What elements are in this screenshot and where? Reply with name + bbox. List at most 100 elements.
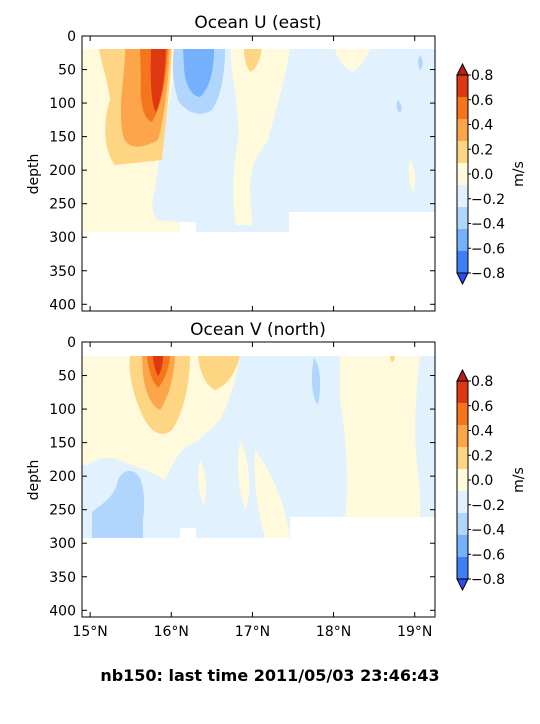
y-tick-label: 0 <box>67 29 76 45</box>
colorbar-tick-label: 0.6 <box>471 399 493 415</box>
axes-frame <box>81 35 436 312</box>
colorbar-tick-label: −0.2 <box>471 192 505 208</box>
y-tick-label: 300 <box>49 536 76 552</box>
contour-field <box>82 49 435 232</box>
y-tick-label: 350 <box>49 264 76 280</box>
contour-fill-blue-small <box>396 100 402 113</box>
colorbar-level <box>457 141 468 163</box>
colorbar-tick-label: −0.4 <box>471 217 505 233</box>
contour-fill-pale-yellow-b <box>197 460 207 505</box>
figure-footer-title: nb150: last time 2011/05/03 23:46:43 <box>100 666 440 685</box>
x-tick-label: 17°N <box>235 624 270 640</box>
colorbar-level <box>457 163 468 185</box>
colorbar-level <box>457 207 468 229</box>
colorbar-extend-min <box>456 578 469 592</box>
y-tick-label: 300 <box>49 230 76 246</box>
y-axis: 0 50 100 150 200 250 300 350 400 <box>49 335 435 619</box>
axes-frame <box>81 341 436 618</box>
colorbar-level <box>457 513 468 535</box>
y-tick-label: 50 <box>58 63 76 79</box>
contour-fill-pale-yellow-right <box>340 356 421 517</box>
y-tick-label: 50 <box>58 369 76 385</box>
contour-fill-pale-yellow-3 <box>335 49 370 72</box>
contour-fill-blue-center <box>311 358 321 405</box>
y-tick-label: 200 <box>49 163 76 179</box>
y-tick-label: 250 <box>49 503 76 519</box>
colorbar: 0.8 0.6 0.4 0.2 0.0 −0.2 −0.4 −0.6 −0.8 <box>456 62 505 286</box>
y-axis-label: depth <box>26 154 42 195</box>
contour-fill-light-orange-2 <box>198 356 240 390</box>
y-axis: 0 50 100 150 200 250 300 350 400 <box>49 29 435 313</box>
colorbar-tick-label: −0.8 <box>471 572 505 588</box>
colorbar-tick-label: −0.4 <box>471 523 505 539</box>
colorbar-extend-max <box>456 62 469 76</box>
colorbar-tick-label: 0.2 <box>471 448 493 464</box>
y-tick-label: 350 <box>49 570 76 586</box>
y-tick-label: 0 <box>67 335 76 351</box>
y-tick-label: 150 <box>49 436 76 452</box>
colorbar-level <box>457 403 468 425</box>
colorbar-level <box>457 381 468 403</box>
y-tick-label: 100 <box>49 96 76 112</box>
chart-title: Ocean U (east) <box>194 13 321 33</box>
colorbar-tick-label: 0.8 <box>471 374 493 390</box>
colorbar-level <box>457 75 468 97</box>
x-tick-label: 15°N <box>72 624 107 640</box>
contour-fill-pale-yellow-4 <box>408 160 416 192</box>
contour-fill-light-orange-2 <box>244 49 262 72</box>
colorbar: 0.8 0.6 0.4 0.2 0.0 −0.2 −0.4 −0.6 −0.8 <box>456 368 505 592</box>
contour-field <box>82 356 435 538</box>
contour-fill-red <box>150 49 166 112</box>
y-tick-label: 150 <box>49 130 76 146</box>
contour-fill-blue-lower-left <box>92 470 145 538</box>
contour-fill-pale-yellow-d <box>254 450 290 538</box>
x-tick-label: 19°N <box>397 624 432 640</box>
x-axis: 15°N 16°N 17°N 18°N 19°N <box>72 342 432 640</box>
colorbar-level <box>457 535 468 557</box>
colorbar-extend-min <box>456 272 469 286</box>
contour-fill-pale-yellow-c <box>238 440 250 510</box>
colorbar-tick-label: 0.2 <box>471 142 493 158</box>
x-axis <box>89 36 416 311</box>
y-tick-label: 400 <box>49 297 76 313</box>
colorbar-level <box>457 425 468 447</box>
y-axis-label: depth <box>26 460 42 501</box>
colorbar-tick-label: −0.6 <box>471 547 505 563</box>
colorbar-tick-label: 0.0 <box>471 167 493 183</box>
contour-fill-pale-yellow-2 <box>230 49 290 225</box>
colorbar-tick-label: 0.6 <box>471 93 493 109</box>
contour-fill-light-orange-right <box>390 356 395 362</box>
y-tick-label: 100 <box>49 402 76 418</box>
colorbar-tick-label: 0.0 <box>471 473 493 489</box>
panel-ocean-u: Ocean U (east) 0 50 <box>26 13 527 313</box>
y-tick-label: 400 <box>49 603 76 619</box>
colorbar-tick-label: 0.8 <box>471 68 493 84</box>
colorbar-tick-label: 0.4 <box>471 118 493 134</box>
colorbar-tick-label: −0.2 <box>471 498 505 514</box>
colorbar-level <box>457 469 468 491</box>
colorbar-extend-max <box>456 368 469 382</box>
x-tick-label: 18°N <box>316 624 351 640</box>
contour-fill-blue <box>183 49 214 97</box>
panel-ocean-v: Ocean V (north) 0 50 100 150 <box>26 320 527 640</box>
y-tick-label: 250 <box>49 197 76 213</box>
colorbar-level <box>457 185 468 207</box>
x-tick-label: 16°N <box>154 624 189 640</box>
colorbar-level <box>457 557 468 579</box>
colorbar-level <box>457 229 468 251</box>
colorbar-level <box>457 447 468 469</box>
contour-fill-blue-small-2 <box>418 55 423 70</box>
colorbar-level <box>457 119 468 141</box>
colorbar-tick-label: −0.6 <box>471 241 505 257</box>
chart-title: Ocean V (north) <box>190 320 326 340</box>
colorbar-level <box>457 491 468 513</box>
colorbar-tick-label: 0.4 <box>471 424 493 440</box>
colorbar-tick-label: −0.8 <box>471 266 505 282</box>
y-tick-label: 200 <box>49 469 76 485</box>
colorbar-level <box>457 251 468 273</box>
colorbar-level <box>457 97 468 119</box>
colorbar-label: m/s <box>511 467 527 493</box>
colorbar-label: m/s <box>511 161 527 187</box>
contour-fill-red <box>153 356 163 376</box>
